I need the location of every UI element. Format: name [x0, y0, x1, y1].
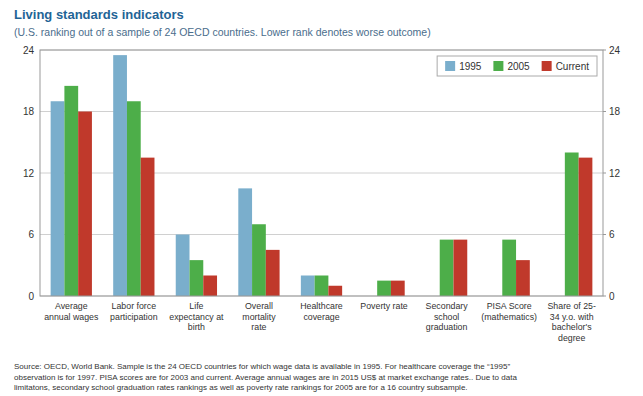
x-tick-label: Share of 25-34 y.o. withbachelor'sdegree — [548, 301, 596, 343]
x-tick-label-line: 34 y.o. with — [550, 312, 594, 322]
x-tick-label-line: annual wages — [44, 312, 99, 322]
subtitle: (U.S. ranking out of a sample of 24 OECD… — [14, 26, 431, 38]
legend: 1995 2005 Current — [437, 56, 597, 76]
x-tick-label-line: Labor force — [112, 301, 157, 311]
x-tick-label: Labor forceparticipation — [110, 301, 158, 322]
x-tick-label: Healthcarecoverage — [300, 301, 343, 322]
background — [0, 0, 643, 396]
x-tick-label-line: school — [434, 312, 459, 322]
y-tick-label: 12 — [23, 168, 35, 179]
legend-label: Current — [556, 61, 590, 72]
footnote-line: observation is for 1997. PISA scores are… — [14, 373, 517, 382]
y-tick-label: 18 — [23, 106, 35, 117]
x-tick-label: Averageannual wages — [44, 301, 99, 322]
x-tick-label-line: mortality — [242, 312, 276, 322]
bar — [190, 260, 204, 296]
legend-label: 2005 — [507, 61, 530, 72]
bar — [579, 158, 593, 296]
bar — [565, 153, 579, 297]
legend-frame — [437, 56, 597, 76]
bar — [266, 250, 280, 296]
y2-axis: 0 6 12 18 24 — [603, 45, 621, 302]
x-tick-label-line: graduation — [426, 322, 468, 332]
bar — [453, 240, 467, 296]
bar — [51, 101, 65, 296]
y-tick-label: 6 — [28, 229, 34, 240]
x-tick-label-line: Poverty rate — [360, 301, 408, 311]
bar — [78, 112, 92, 297]
x-tick-label-line: Overall — [245, 301, 273, 311]
y2-tick — [603, 111, 606, 112]
bar — [141, 158, 155, 296]
x-tick-label-line: Life — [189, 301, 203, 311]
y2-tick-label: 0 — [609, 291, 615, 302]
y2-tick-label: 24 — [609, 45, 621, 56]
x-tick-label-line: PISA Score — [487, 301, 532, 311]
bar — [203, 276, 217, 297]
x-tick-label: Lifeexpectancy atbirth — [169, 301, 224, 332]
y-axis: 0 6 12 18 24 — [23, 45, 35, 302]
bar — [301, 276, 315, 297]
y-tick-label: 0 — [28, 291, 34, 302]
bar — [328, 286, 342, 296]
bar — [502, 240, 516, 296]
y2-tick — [603, 173, 606, 174]
x-tick-label-line: coverage — [303, 312, 339, 322]
legend-swatch — [445, 61, 455, 71]
x-tick-label-line: Share of 25- — [548, 301, 596, 311]
x-tick-label: PISA Score(mathematics) — [481, 301, 537, 322]
bar — [64, 86, 78, 296]
chart: Living standards indicators (U.S. ranking… — [0, 0, 643, 396]
x-tick-label-line: degree — [558, 333, 585, 343]
legend-label: 1995 — [459, 61, 482, 72]
x-tick-label: Secondaryschoolgraduation — [426, 301, 469, 332]
bar — [127, 101, 141, 296]
title: Living standards indicators — [14, 7, 184, 22]
bar — [516, 260, 530, 296]
x-tick-label: Overallmortalityrate — [242, 301, 276, 332]
y2-tick — [603, 234, 606, 235]
bar — [113, 55, 127, 296]
x-tick-label-line: participation — [110, 312, 158, 322]
bars — [51, 55, 593, 296]
plot-frame — [40, 50, 603, 296]
y-tick-label: 24 — [23, 45, 35, 56]
x-tick-label-line: Average — [55, 301, 88, 311]
footnote-line: limitatons, secondary school graduation … — [14, 383, 468, 392]
bar — [440, 240, 454, 296]
footnote-line: Source: OECD, World Bank. Sample is the … — [14, 362, 510, 371]
x-tick-label-line: Healthcare — [300, 301, 343, 311]
y2-tick-label: 6 — [609, 229, 615, 240]
grid — [40, 50, 603, 296]
legend-swatch — [542, 61, 552, 71]
bar — [176, 235, 190, 297]
y2-tick-label: 18 — [609, 106, 621, 117]
bar — [377, 281, 391, 296]
footnote: Source: OECD, World Bank. Sample is the … — [14, 362, 517, 392]
bar — [252, 224, 266, 296]
x-tick-label: Poverty rate — [360, 301, 408, 311]
bar — [391, 281, 405, 296]
legend-swatch — [493, 61, 503, 71]
bar — [238, 188, 252, 296]
x-tick-label-line: expectancy at — [169, 312, 224, 322]
y2-tick — [603, 50, 606, 51]
x-axis: Averageannual wages Labor forceparticipat… — [44, 301, 596, 343]
y2-tick — [603, 296, 606, 297]
x-tick-label-line: rate — [251, 322, 266, 332]
bar — [315, 276, 329, 297]
y2-tick-label: 12 — [609, 168, 621, 179]
x-tick-label-line: Secondary — [426, 301, 469, 311]
x-tick-label-line: (mathematics) — [481, 312, 537, 322]
x-tick-label-line: birth — [188, 322, 205, 332]
x-tick-label-line: bachelor's — [552, 322, 592, 332]
